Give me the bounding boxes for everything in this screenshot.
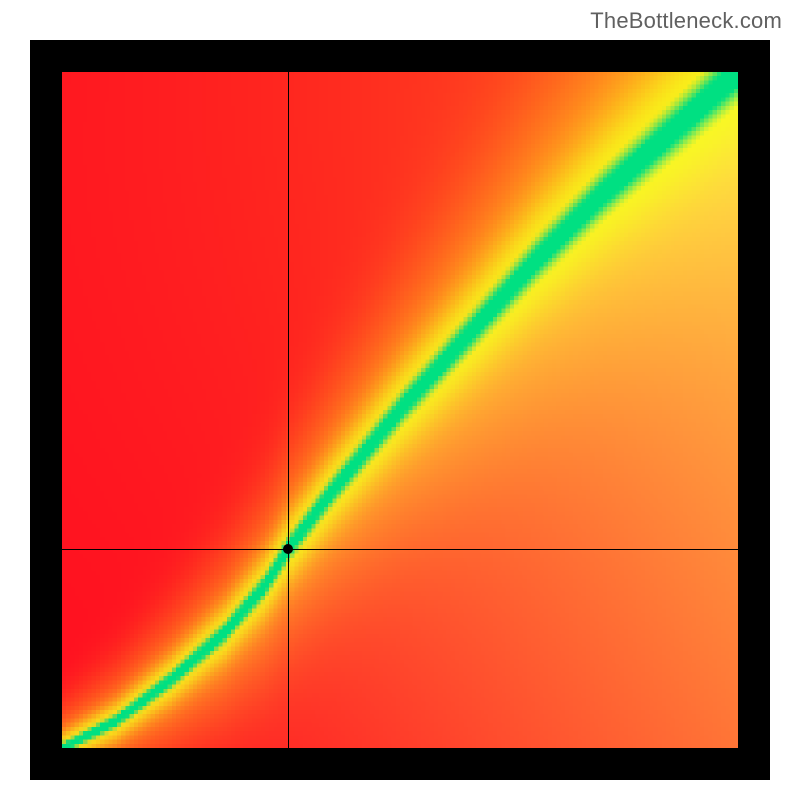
plot-area xyxy=(62,72,738,748)
crosshair-horizontal xyxy=(62,549,738,550)
plot-frame xyxy=(30,40,770,780)
heatmap-canvas xyxy=(62,72,738,748)
attribution-text: TheBottleneck.com xyxy=(590,8,782,34)
crosshair-vertical xyxy=(288,72,289,748)
selected-point-marker xyxy=(283,544,293,554)
